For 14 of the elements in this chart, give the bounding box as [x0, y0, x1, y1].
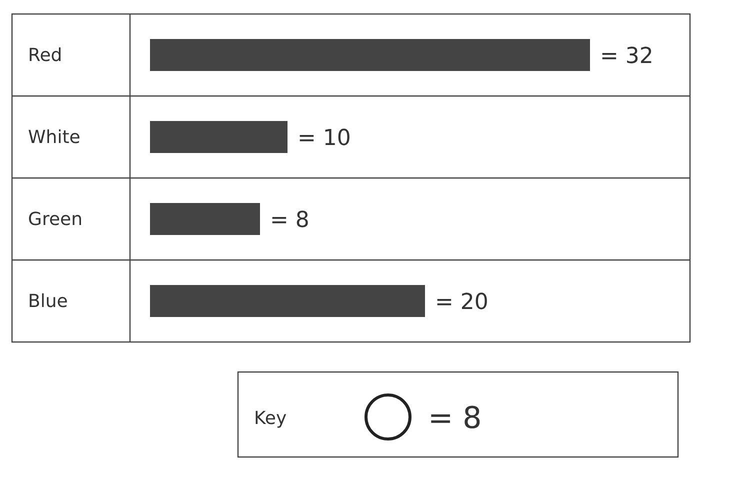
bar [150, 39, 590, 71]
y-tick-label: Blue [28, 291, 68, 312]
y-tick-label: White [28, 127, 80, 148]
data-label: = 10 [298, 126, 351, 151]
y-tick-label: Red [28, 45, 62, 66]
text: = 8 [428, 401, 482, 436]
data-label: = 32 [600, 44, 654, 69]
y-tick-label: Green [28, 209, 83, 230]
data-label: = 8 [270, 208, 310, 233]
bar [150, 285, 425, 317]
text: Key [254, 408, 287, 429]
data-label: = 20 [435, 290, 488, 315]
bar [150, 203, 260, 235]
bar [150, 121, 288, 153]
